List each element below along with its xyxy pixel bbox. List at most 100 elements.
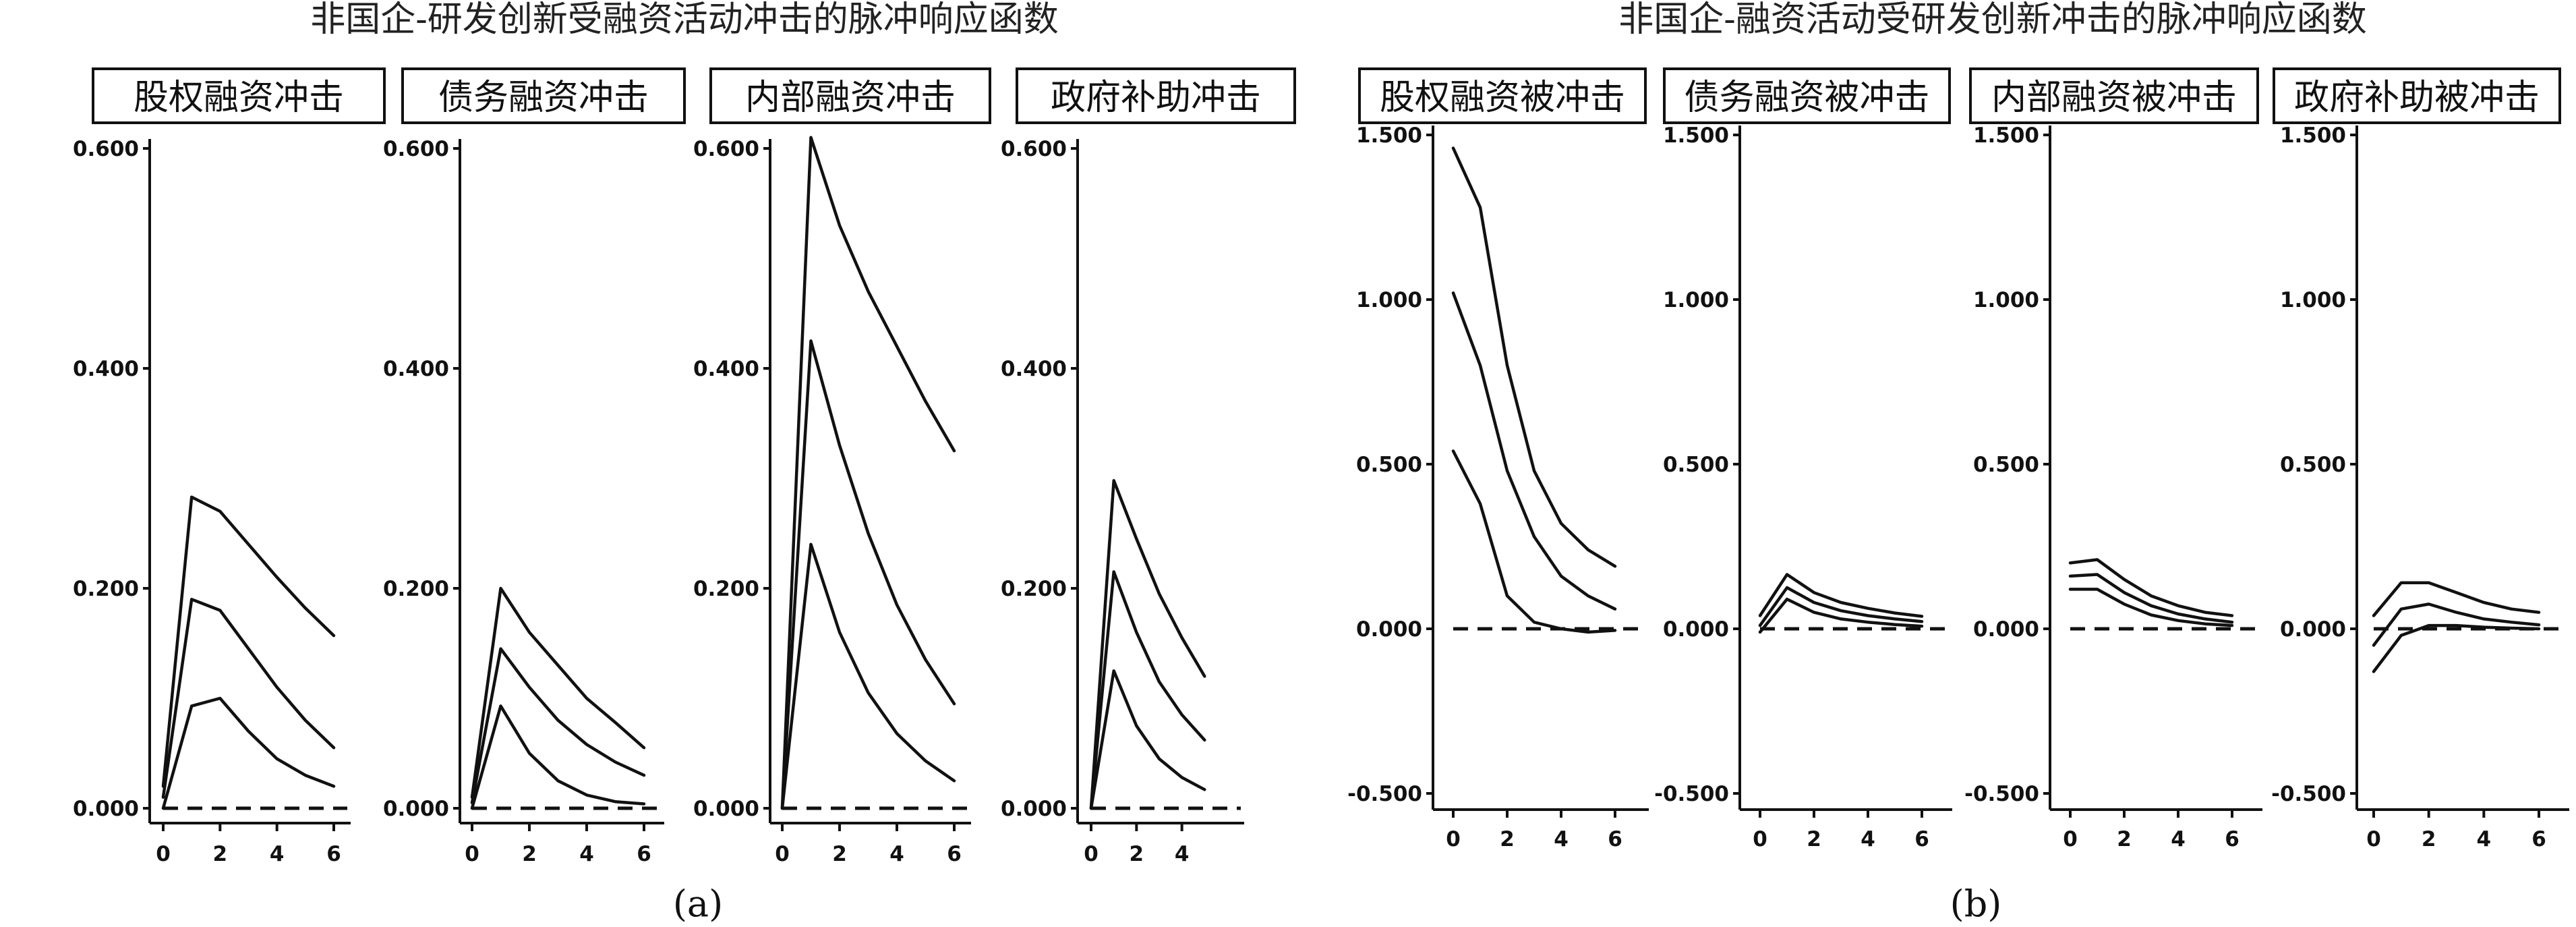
panel-title: 政府补助被冲击 <box>2294 78 2540 118</box>
y-tick-label: 0.500 <box>2280 453 2346 477</box>
y-tick-label: 1.500 <box>1356 123 1422 148</box>
upper-bound-line <box>2372 581 2541 617</box>
x-tick-label: 2 <box>522 842 537 866</box>
y-tick-label: 0.000 <box>1973 617 2039 642</box>
subfigure-label-a: (a) <box>673 882 723 925</box>
response-line <box>470 647 646 805</box>
x-tick-label: 0 <box>2366 827 2381 851</box>
x-tick-label: 4 <box>889 842 904 866</box>
x-tick-label: 6 <box>326 842 341 866</box>
x-tick-label: 0 <box>465 842 479 866</box>
response-line <box>161 598 336 799</box>
lower-bound-line <box>470 704 646 810</box>
y-tick-label: 1.000 <box>2280 288 2346 312</box>
x-tick-label: 0 <box>1446 827 1461 851</box>
lower-bound-line <box>780 542 956 810</box>
panel-title-box <box>1016 67 1296 124</box>
x-tick-label: 0 <box>775 842 790 866</box>
y-tick-label: 0.500 <box>1973 453 2039 477</box>
x-tick-label: 0 <box>1084 842 1099 866</box>
x-tick-label: 6 <box>2225 827 2240 851</box>
x-tick-label: 2 <box>2422 827 2436 851</box>
x-tick-label: 2 <box>213 842 228 866</box>
lower-bound-line <box>1758 597 1924 634</box>
lower-bound-line <box>161 696 336 810</box>
y-tick-label: 0.200 <box>73 577 139 601</box>
x-tick-label: 6 <box>1608 827 1622 851</box>
y-tick-label: 0.200 <box>693 577 759 601</box>
y-tick-label: 1.500 <box>1973 123 2039 148</box>
y-tick-label: 0.400 <box>693 357 759 381</box>
panel-7: 内部融资被冲击 -0.500 0.000 0.500 1.000 1.500 0 2 4 6 <box>1964 67 2262 851</box>
response-line <box>1089 570 1206 810</box>
x-tick-label: 0 <box>2063 827 2078 851</box>
y-tick-label: 0.000 <box>1663 617 1729 642</box>
right-figure-title: 非国企-融资活动受研发创新冲击的脉冲响应函数 <box>1618 0 2367 40</box>
panel-title-box <box>92 67 386 124</box>
y-tick-label: 0.200 <box>383 577 449 601</box>
x-tick-label: 4 <box>1175 842 1190 866</box>
lower-bound-line <box>1089 669 1206 810</box>
panel-4: 政府补助冲击 0.000 0.200 0.400 0.600 0 2 4 <box>1001 67 1296 866</box>
response-line <box>1451 291 1617 611</box>
y-tick-label: -0.500 <box>1347 782 1422 806</box>
y-tick-label: 0.600 <box>383 137 449 161</box>
y-tick-label: 0.400 <box>383 357 449 381</box>
panel-1: 股权融资冲击 0.000 0.200 0.400 0.600 0 2 4 6 <box>73 67 386 866</box>
x-tick-label: 0 <box>156 842 171 866</box>
x-tick-label: 2 <box>1500 827 1515 851</box>
upper-bound-line <box>780 136 956 810</box>
y-tick-label: 0.500 <box>1663 453 1729 477</box>
y-tick-label: 0.000 <box>1001 797 1067 821</box>
panel-6: 债务融资被冲击 -0.500 0.000 0.500 1.000 1.500 0 2 4 6 <box>1654 67 1952 851</box>
lower-bound-line <box>1451 449 1617 634</box>
y-tick-label: 0.200 <box>1001 577 1067 601</box>
x-tick-label: 4 <box>1861 827 1875 851</box>
lower-bound-line <box>2372 623 2541 673</box>
upper-bound-line <box>1451 146 1617 568</box>
panel-8: 政府补助被冲击 -0.500 0.000 0.500 1.000 1.500 0 2 4 6 <box>2271 67 2569 851</box>
y-tick-label: 0.600 <box>1001 137 1067 161</box>
upper-bound-line <box>2068 558 2234 617</box>
panel-title: 政府补助冲击 <box>1051 78 1261 118</box>
y-tick-label: 0.400 <box>73 357 139 381</box>
panel-title-box <box>1663 67 1951 124</box>
lower-bound-line <box>2068 588 2234 627</box>
y-tick-label: 1.500 <box>2280 123 2346 148</box>
panel-title-box <box>709 67 991 124</box>
x-tick-label: 6 <box>2531 827 2546 851</box>
upper-bound-line <box>161 495 336 788</box>
panel-title: 内部融资冲击 <box>745 78 956 118</box>
y-tick-label: 0.000 <box>693 797 759 821</box>
panels-group: 股权融资冲击 0.000 0.200 0.400 0.600 0 2 4 6 债务融资冲击 0.00… <box>73 67 2569 866</box>
y-tick-label: 1.000 <box>1973 288 2039 312</box>
x-tick-label: 2 <box>1130 842 1144 866</box>
y-tick-label: -0.500 <box>1964 782 2039 806</box>
y-tick-label: 0.600 <box>73 137 139 161</box>
upper-bound-line <box>470 586 646 799</box>
y-tick-label: 0.000 <box>73 797 139 821</box>
panel-title-box <box>2273 67 2561 124</box>
upper-bound-line <box>1758 573 1924 618</box>
response-line <box>1758 586 1924 627</box>
x-tick-label: 4 <box>2171 827 2186 851</box>
panel-5: 股权融资被冲击 -0.500 0.000 0.500 1.000 1.500 0 2 4 6 <box>1347 67 1649 851</box>
y-tick-label: 1.500 <box>1663 123 1729 148</box>
y-tick-label: 1.000 <box>1356 288 1422 312</box>
subfigure-label-b: (b) <box>1950 882 2002 925</box>
panel-title: 内部融资被冲击 <box>1991 78 2237 118</box>
y-tick-label: -0.500 <box>2271 782 2346 806</box>
panel-title: 债务融资被冲击 <box>1684 78 1929 118</box>
x-tick-label: 2 <box>1807 827 1821 851</box>
x-tick-label: 6 <box>637 842 651 866</box>
y-tick-label: 0.000 <box>2280 617 2346 642</box>
response-line <box>2372 602 2541 647</box>
x-tick-label: 4 <box>2477 827 2492 851</box>
panel-title: 股权融资被冲击 <box>1380 78 1625 118</box>
x-tick-label: 2 <box>2117 827 2132 851</box>
x-tick-label: 6 <box>1914 827 1929 851</box>
y-tick-label: 1.000 <box>1663 288 1729 312</box>
panel-title: 股权融资冲击 <box>134 78 344 118</box>
x-tick-label: 4 <box>270 842 285 866</box>
